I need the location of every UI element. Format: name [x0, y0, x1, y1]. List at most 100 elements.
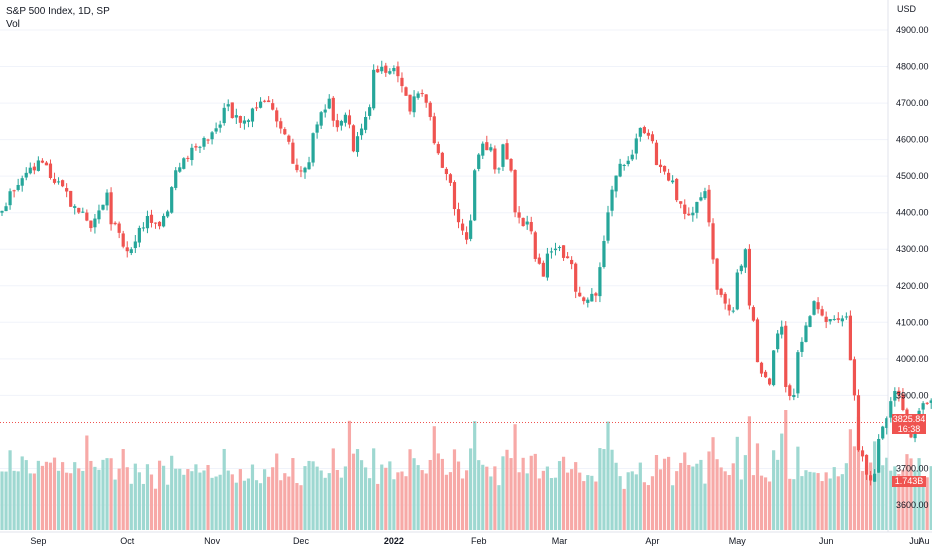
- volume-bar: [412, 458, 416, 530]
- candle: [727, 298, 731, 316]
- volume-bar: [905, 454, 909, 530]
- volume-bar: [319, 470, 323, 530]
- candle: [376, 65, 380, 73]
- candle-body: [590, 293, 594, 302]
- candle-body: [598, 267, 602, 297]
- volume-bar: [198, 472, 202, 530]
- candle-body: [473, 170, 477, 221]
- candle-body: [32, 166, 36, 171]
- volume-bar: [553, 477, 558, 530]
- volume-bar: [61, 462, 65, 530]
- y-tick-label: 4100.00: [896, 317, 929, 327]
- candle: [323, 104, 327, 118]
- volume-bar: [658, 469, 663, 530]
- volume-bar: [485, 466, 489, 530]
- volume-bar: [368, 478, 372, 530]
- volume-bar: [493, 466, 497, 530]
- volume-bar: [638, 462, 642, 530]
- volume-bar: [432, 426, 436, 530]
- volume-bar: [194, 464, 198, 530]
- candle: [824, 311, 828, 329]
- candle: [780, 320, 784, 339]
- volume-bar: [719, 467, 723, 530]
- volume-tag-value: 1.743B: [894, 476, 924, 486]
- volume-bar: [566, 472, 570, 530]
- candle: [303, 166, 307, 179]
- candle-body: [412, 96, 416, 113]
- volume-bar: [129, 483, 133, 530]
- candle-body: [897, 390, 901, 396]
- candle: [561, 245, 566, 261]
- candle: [436, 141, 440, 155]
- candle: [671, 175, 675, 184]
- candle-body: [408, 94, 412, 112]
- candle: [218, 120, 222, 133]
- volume-bar: [703, 483, 707, 530]
- volume-bar: [291, 458, 295, 530]
- volume-bar: [917, 458, 921, 530]
- candle: [521, 217, 525, 227]
- volume-bar: [81, 470, 85, 530]
- volume-bar: [772, 450, 776, 530]
- symbol-title: S&P 500 Index, 1D, SP: [6, 6, 110, 17]
- volume-bar: [707, 451, 711, 530]
- volume-bar: [4, 471, 8, 530]
- candle: [125, 241, 129, 258]
- candle-body: [921, 403, 925, 410]
- volume-bar: [574, 462, 578, 530]
- volume-bar: [190, 471, 194, 530]
- volume-bar: [889, 470, 893, 530]
- volume-bar: [768, 481, 772, 530]
- candle-body: [162, 215, 166, 227]
- candle: [675, 177, 679, 203]
- candle-body: [529, 221, 533, 232]
- volume-bar: [218, 474, 222, 530]
- candle-body: [715, 258, 719, 290]
- volume-bar: [166, 484, 170, 530]
- candle: [93, 213, 97, 234]
- candle-body: [893, 391, 897, 401]
- candle-body: [622, 164, 626, 166]
- volume-bar: [654, 455, 659, 530]
- candle-body: [359, 128, 364, 136]
- candle-body: [816, 302, 820, 310]
- candle: [897, 387, 901, 402]
- volume-bar: [226, 470, 230, 530]
- volume-bar: [93, 466, 97, 530]
- candle-body: [671, 180, 675, 183]
- candle-body: [481, 143, 485, 156]
- volume-bar: [529, 455, 533, 530]
- candle-body: [456, 209, 461, 223]
- candle: [929, 398, 932, 409]
- candle-body: [4, 206, 8, 212]
- candle-body: [145, 215, 150, 229]
- candle-body: [339, 121, 343, 126]
- volume-bar: [505, 449, 509, 530]
- candle: [174, 167, 178, 191]
- candle: [4, 202, 8, 212]
- volume-bar: [832, 467, 836, 530]
- volume-bar: [388, 461, 392, 530]
- candle: [343, 112, 347, 127]
- candle: [695, 201, 699, 219]
- volume-bar: [359, 460, 364, 530]
- candle: [8, 188, 12, 210]
- candle: [194, 143, 198, 151]
- candle-body: [335, 120, 339, 128]
- candle-body: [509, 158, 513, 171]
- y-tick-label: 3900.00: [896, 390, 929, 400]
- candle-body: [89, 220, 93, 229]
- candle-body: [24, 172, 28, 178]
- volume-bar: [456, 461, 461, 530]
- candle: [707, 185, 711, 227]
- candle-body: [755, 319, 760, 363]
- candle: [424, 94, 428, 108]
- volume-bar: [864, 465, 869, 530]
- candle: [893, 387, 897, 407]
- volume-bar: [299, 485, 303, 530]
- candle: [157, 221, 162, 230]
- volume-bar: [808, 471, 812, 530]
- volume-bar: [351, 453, 356, 530]
